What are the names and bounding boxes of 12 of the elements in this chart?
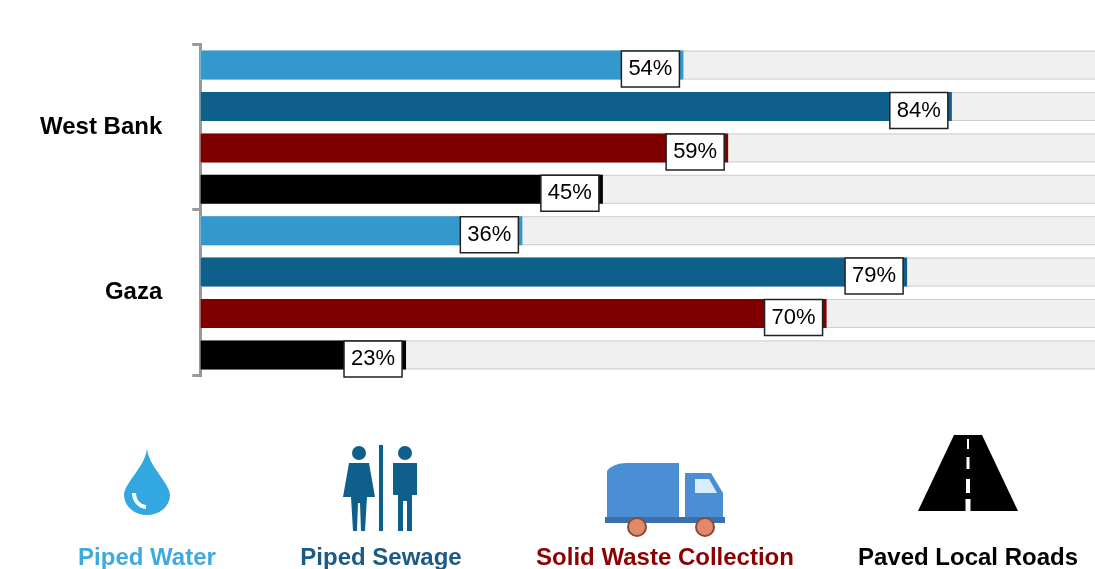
data-label: 70%: [771, 303, 816, 329]
y-tick-label: Gaza: [104, 277, 163, 305]
text: Paved Local Roads: [856, 543, 1080, 569]
data-label: 84%: [896, 96, 941, 122]
data-label: 79%: [852, 262, 897, 288]
data-label: 23%: [351, 344, 396, 370]
data-label: 36%: [467, 220, 512, 246]
data-label: 54%: [628, 55, 673, 81]
text: Solid Waste Collection: [535, 543, 795, 569]
data-label: 45%: [547, 179, 592, 205]
data-label: 59%: [673, 137, 718, 163]
y-tick-label: West Bank: [40, 111, 163, 139]
